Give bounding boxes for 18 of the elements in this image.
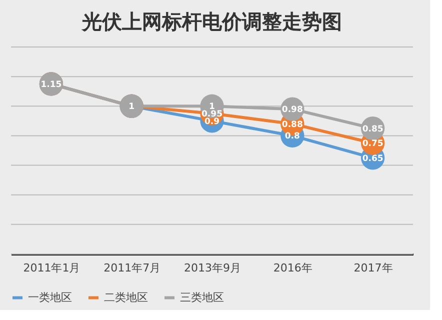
data-label: 0.88 bbox=[282, 120, 303, 130]
legend-label: 二类地区 bbox=[104, 290, 148, 304]
data-label: 1 bbox=[128, 102, 135, 112]
data-label: 1.15 bbox=[40, 80, 62, 90]
data-label: 0.75 bbox=[362, 139, 384, 150]
data-label: 0.85 bbox=[362, 124, 384, 134]
x-tick-label: 2013年9月 bbox=[184, 262, 241, 274]
x-tick-label: 2017年 bbox=[354, 262, 393, 274]
chart-title: 光伏上网标杆电价调整走势图 bbox=[81, 10, 342, 34]
x-tick-label: 2016年 bbox=[273, 262, 312, 274]
x-tick-label: 2011年7月 bbox=[104, 262, 161, 274]
legend-label: 一类地区 bbox=[28, 290, 72, 304]
x-tick-label: 2011年1月 bbox=[23, 262, 80, 274]
data-label: 0.98 bbox=[282, 105, 303, 116]
data-label: 0.8 bbox=[284, 132, 300, 142]
legend-label: 三类地区 bbox=[180, 290, 224, 304]
data-label: 0.9 bbox=[204, 116, 220, 127]
data-label: 0.65 bbox=[362, 154, 384, 164]
